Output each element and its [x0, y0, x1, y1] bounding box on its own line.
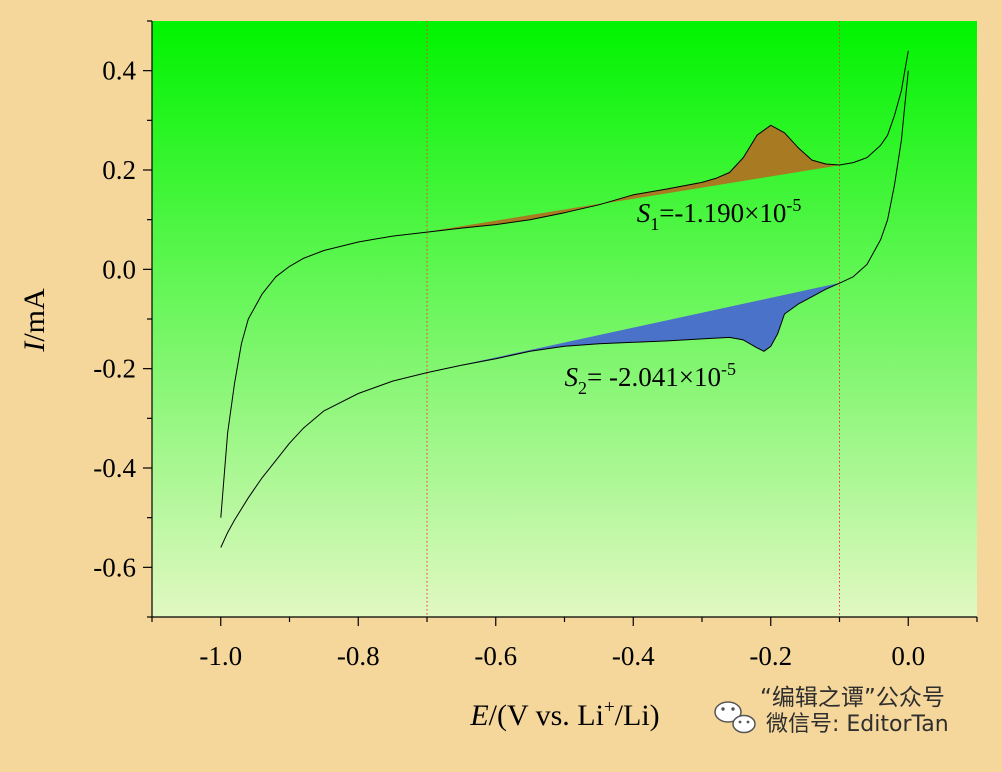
- cv-sweep-2: [220, 70, 909, 548]
- area-labels: S1=-1.190×10-5 S2= -2.041×10-5: [565, 195, 802, 398]
- y-tick-label: 0.2: [102, 155, 136, 185]
- x-tick-label: -0.8: [337, 641, 380, 671]
- x-axis-label: E/(V vs. Li+/Li): [469, 697, 659, 732]
- watermark-line1: “编辑之谭”公众号: [760, 685, 945, 711]
- area-label-1: S1=-1.190×10-5: [637, 195, 802, 234]
- watermark-line2: 微信号: EditorTan: [766, 712, 949, 737]
- y-axis-label: I/mA: [18, 288, 51, 353]
- y-tick-label: 0.4: [102, 56, 136, 86]
- x-tick-label: -0.4: [612, 641, 655, 671]
- x-tick-label: 0.0: [891, 641, 925, 671]
- reference-lines: [426, 21, 840, 617]
- x-tick-label: -1.0: [199, 641, 242, 671]
- area-label-2: S2= -2.041×10-5: [565, 359, 736, 398]
- plot-area: [152, 21, 977, 617]
- watermark: “编辑之谭”公众号 微信号: EditorTan: [714, 685, 949, 737]
- cv-sweep-1: [220, 50, 909, 518]
- x-tick-label: -0.6: [474, 641, 517, 671]
- wechat-icon: [714, 701, 756, 734]
- y-tick-label: -0.2: [93, 354, 136, 384]
- x-ticks: -1.0 -0.8 -0.6 -0.4 -0.2 0.0: [151, 617, 978, 671]
- x-tick-label: -0.2: [749, 641, 792, 671]
- cv-curves: [220, 50, 909, 548]
- y-tick-label: -0.4: [93, 453, 136, 483]
- y-tick-label: 0.0: [102, 254, 136, 284]
- y-tick-label: -0.6: [93, 552, 136, 582]
- y-ticks: -0.6 -0.4 -0.2 0.0 0.2 0.4: [93, 20, 152, 618]
